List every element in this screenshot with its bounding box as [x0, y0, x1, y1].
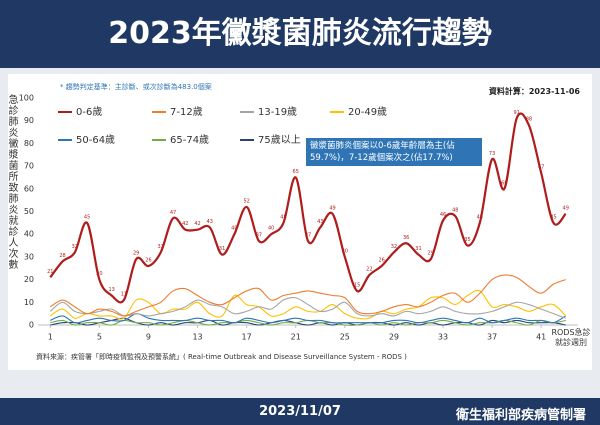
footer-date: 2023/11/07: [259, 404, 341, 419]
data-label: 48: [452, 208, 458, 214]
legend-label: 65-74歲: [170, 133, 209, 146]
x-tick-label: 21: [291, 333, 301, 342]
legend-label: 13-19歲: [258, 105, 297, 118]
data-label: 40: [268, 226, 274, 232]
data-label: 43: [207, 219, 213, 225]
source: 資料來源：疾管署「即時疫情監視及預警系統」( Real-time Outbrea…: [36, 353, 407, 361]
data-label: 26: [378, 257, 384, 263]
series-line: [49, 112, 567, 304]
y-tick-label: 40: [24, 230, 34, 239]
legend-label: 0-6歲: [76, 105, 102, 118]
data-label: 42: [182, 221, 188, 227]
data-label: 49: [563, 205, 569, 211]
x-tick-label: 29: [389, 333, 399, 342]
data-date: 資料計算：2023-11-06: [488, 87, 580, 96]
y-tick-label: 30: [24, 252, 34, 261]
data-label: 45: [280, 214, 286, 220]
footer-org: 衛生福利部疾病管制署: [455, 408, 586, 423]
data-label: 47: [170, 210, 176, 216]
data-label: 30: [342, 248, 348, 254]
annotation: 黴漿菌肺炎個案以0-6歲年齡層為主(佔59.7%)，7-12歲個案次之(佔17.…: [306, 138, 482, 166]
data-label: 32: [391, 244, 397, 250]
data-label: 37: [256, 233, 262, 239]
y-tick-label: 80: [24, 139, 34, 148]
data-label: 31: [415, 246, 421, 252]
data-label: 60: [501, 180, 507, 186]
title: 2023年黴漿菌肺炎流行趨勢: [0, 0, 600, 68]
footer: [0, 398, 600, 425]
y-tick-label: 0: [29, 321, 34, 330]
series-line: [49, 289, 567, 320]
data-label: 28: [59, 253, 65, 259]
data-label: 37: [305, 233, 311, 239]
series-line: [49, 296, 566, 319]
y-tick-label: 100: [19, 94, 34, 103]
y-tick-label: 60: [24, 184, 34, 193]
note: * 趨勢判定基準：主診斷、或次診斷為483.0個案: [60, 83, 212, 91]
data-label: 40: [231, 226, 237, 232]
y-tick-label: 70: [24, 162, 34, 171]
data-label: 20: [96, 271, 102, 277]
legend-label: 7-12歲: [170, 105, 203, 118]
y-tick-label: 50: [24, 207, 34, 216]
data-label: 67: [538, 164, 544, 170]
x-tick-label: 1: [48, 333, 53, 342]
data-label: 15: [354, 282, 360, 288]
series-line: [49, 274, 566, 317]
x-tick-label: 33: [438, 333, 448, 342]
legend-label: 75歲以上: [258, 133, 301, 146]
data-label: 22: [366, 267, 372, 273]
data-label: 29: [133, 251, 139, 257]
data-label: 32: [72, 244, 78, 250]
y-tick-label: 20: [24, 275, 34, 284]
data-label: 32: [158, 244, 164, 250]
data-label: 88: [526, 117, 532, 123]
x-tick-label: 25: [340, 333, 350, 342]
data-label: 49: [329, 205, 335, 211]
data-label: 46: [440, 212, 446, 218]
data-label: 52: [243, 198, 249, 204]
data-label: 26: [145, 257, 151, 263]
data-label: 42: [194, 221, 200, 227]
data-label: 45: [477, 214, 483, 220]
data-label: 45: [84, 214, 90, 220]
data-label: 35: [464, 237, 470, 243]
x-tick-label: 17: [242, 333, 252, 342]
data-label: 36: [403, 235, 409, 241]
data-label: 31: [219, 246, 225, 252]
data-label: 21: [47, 269, 53, 275]
x-tick-label: 41: [536, 333, 546, 342]
y-axis-label: 急診肺炎黴漿菌所致肺炎就診人次數: [6, 94, 17, 270]
data-label: 29: [428, 251, 434, 257]
legend-label: 50-64歲: [76, 133, 115, 146]
data-label: 11: [121, 292, 127, 298]
x-axis-label: RODS急診就診週別: [551, 328, 591, 347]
x-tick-label: 37: [487, 333, 497, 342]
data-label: 13: [108, 287, 114, 293]
x-tick-label: 5: [97, 333, 102, 342]
legend-label: 20-49歲: [348, 105, 387, 118]
data-label: 65: [293, 169, 299, 175]
data-label: 43: [317, 219, 323, 225]
x-tick-label: 9: [146, 333, 151, 342]
data-label: 45: [550, 214, 556, 220]
y-tick-label: 90: [24, 116, 34, 125]
data-label: 91: [513, 110, 519, 116]
y-tick-label: 10: [24, 298, 34, 307]
x-tick-label: 13: [192, 333, 202, 342]
data-label: 73: [489, 151, 495, 157]
